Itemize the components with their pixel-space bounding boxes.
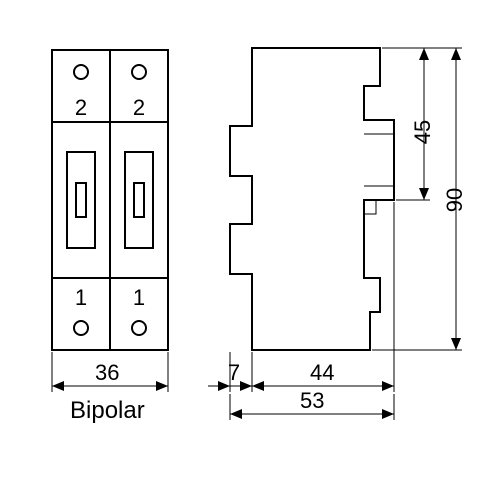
dim-total-w-value: 53 (300, 388, 324, 413)
side-view: 7 44 53 45 (208, 48, 467, 420)
dim-body-value: 44 (310, 360, 334, 385)
width-dimension: 36 (52, 352, 168, 392)
pole-right: 2 1 (125, 65, 153, 335)
width-value: 36 (95, 360, 119, 385)
dim-tab-value: 7 (228, 360, 240, 385)
dim-tab: 7 (208, 352, 252, 392)
switch-outer (125, 152, 153, 248)
terminal-bottom-label: 1 (75, 285, 87, 310)
terminal-top-label: 2 (133, 95, 145, 120)
terminal-top-circle (132, 65, 146, 79)
terminal-bottom-circle (74, 321, 88, 335)
terminal-top-label: 2 (75, 95, 87, 120)
terminal-bottom-circle (132, 321, 146, 335)
dim-full-h-value: 90 (442, 188, 467, 212)
front-view: 2 1 2 1 36 Bipolar (52, 50, 168, 424)
dim-body: 44 (252, 202, 394, 392)
pole-left: 2 1 (67, 65, 95, 335)
dim-total-w: 53 (230, 388, 394, 420)
terminal-top-circle (74, 65, 88, 79)
dim-half-h-value: 45 (410, 120, 435, 144)
terminal-bottom-label: 1 (133, 285, 145, 310)
switch-outer (67, 152, 95, 248)
profile-outline (230, 48, 394, 350)
switch-inner (76, 183, 86, 217)
switch-inner (134, 183, 144, 217)
caption: Bipolar (70, 397, 145, 424)
